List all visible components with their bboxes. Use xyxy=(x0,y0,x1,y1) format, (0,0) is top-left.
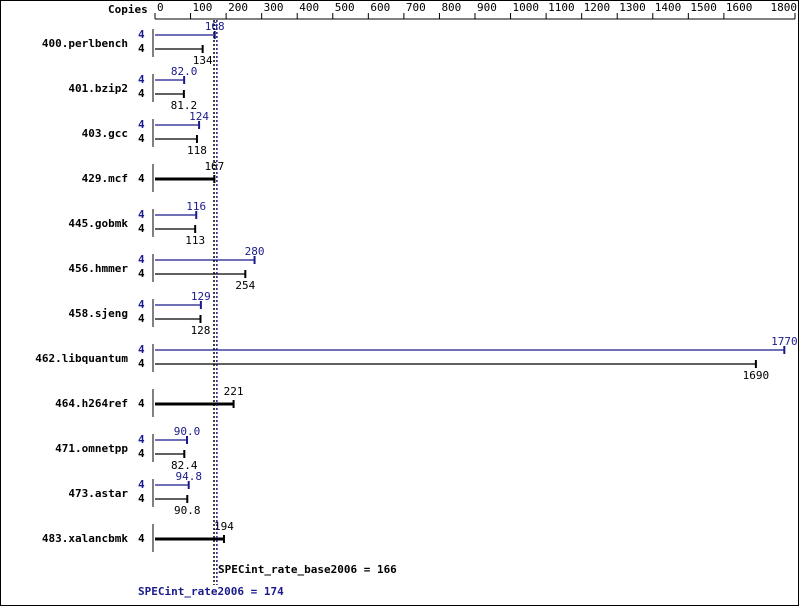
copies-label: 4 xyxy=(138,118,145,131)
x-tick-label: 1400 xyxy=(655,1,682,14)
copies-label: 4 xyxy=(138,28,145,41)
reference-label: SPECint_rate_base2006 = 166 xyxy=(218,563,397,576)
category-label: 456.hmmer xyxy=(68,262,128,275)
category-label: 445.gobmk xyxy=(68,217,128,230)
x-tick-label: 1000 xyxy=(513,1,540,14)
value-label: 118 xyxy=(187,144,207,157)
value-label: 113 xyxy=(185,234,205,247)
value-label: 134 xyxy=(193,54,213,67)
value-label: 82.4 xyxy=(171,459,198,472)
value-label: 90.0 xyxy=(174,425,201,438)
category-label: 401.bzip2 xyxy=(68,82,128,95)
x-tick-label: 0 xyxy=(157,1,164,14)
category-label: 403.gcc xyxy=(82,127,128,140)
reference-label: SPECint_rate2006 = 174 xyxy=(138,585,284,598)
value-label: 280 xyxy=(245,245,265,258)
copies-label: 4 xyxy=(138,492,145,505)
value-label: 94.8 xyxy=(175,470,202,483)
x-tick-label: 300 xyxy=(264,1,284,14)
copies-label: 4 xyxy=(138,433,145,446)
value-label: 129 xyxy=(191,290,211,303)
category-label: 400.perlbench xyxy=(42,37,128,50)
value-label: 1770 xyxy=(771,335,798,348)
category-label: 471.omnetpp xyxy=(55,442,128,455)
x-tick-label: 1200 xyxy=(584,1,611,14)
category-label: 429.mcf xyxy=(82,172,128,185)
category-label: 462.libquantum xyxy=(35,352,128,365)
x-tick-label: 1600 xyxy=(726,1,753,14)
copies-label: 4 xyxy=(138,172,145,185)
copies-label: 4 xyxy=(138,42,145,55)
x-tick-label: 1800 xyxy=(771,1,798,14)
value-label: 168 xyxy=(205,20,225,33)
x-tick-label: 500 xyxy=(335,1,355,14)
x-tick-label: 600 xyxy=(370,1,390,14)
category-label: 473.astar xyxy=(68,487,128,500)
copies-header: Copies xyxy=(108,3,148,16)
copies-label: 4 xyxy=(138,532,145,545)
copies-label: 4 xyxy=(138,208,145,221)
value-label: 90.8 xyxy=(174,504,201,517)
copies-label: 4 xyxy=(138,478,145,491)
category-label: 483.xalancbmk xyxy=(42,532,128,545)
x-tick-label: 200 xyxy=(228,1,248,14)
copies-label: 4 xyxy=(138,222,145,235)
x-tick-label: 1300 xyxy=(619,1,646,14)
copies-label: 4 xyxy=(138,87,145,100)
value-label: 1690 xyxy=(743,369,770,382)
value-label: 221 xyxy=(224,385,244,398)
x-tick-label: 1500 xyxy=(690,1,717,14)
value-label: 194 xyxy=(214,520,234,533)
x-tick-label: 800 xyxy=(441,1,461,14)
copies-label: 4 xyxy=(138,447,145,460)
x-tick-label: 400 xyxy=(299,1,319,14)
value-label: 82.0 xyxy=(171,65,198,78)
copies-label: 4 xyxy=(138,253,145,266)
copies-label: 4 xyxy=(138,312,145,325)
value-label: 128 xyxy=(191,324,211,337)
copies-label: 4 xyxy=(138,267,145,280)
x-tick-label: 1100 xyxy=(548,1,575,14)
value-label: 116 xyxy=(186,200,206,213)
copies-label: 4 xyxy=(138,298,145,311)
value-label: 254 xyxy=(235,279,255,292)
copies-label: 4 xyxy=(138,397,145,410)
value-label: 167 xyxy=(204,160,224,173)
category-label: 464.h264ref xyxy=(55,397,128,410)
value-label: 81.2 xyxy=(171,99,198,112)
copies-label: 4 xyxy=(138,73,145,86)
value-label: 124 xyxy=(189,110,209,123)
x-tick-label: 100 xyxy=(193,1,213,14)
x-tick-label: 900 xyxy=(477,1,497,14)
copies-label: 4 xyxy=(138,132,145,145)
copies-label: 4 xyxy=(138,343,145,356)
category-label: 458.sjeng xyxy=(68,307,128,320)
copies-label: 4 xyxy=(138,357,145,370)
x-tick-label: 700 xyxy=(406,1,426,14)
